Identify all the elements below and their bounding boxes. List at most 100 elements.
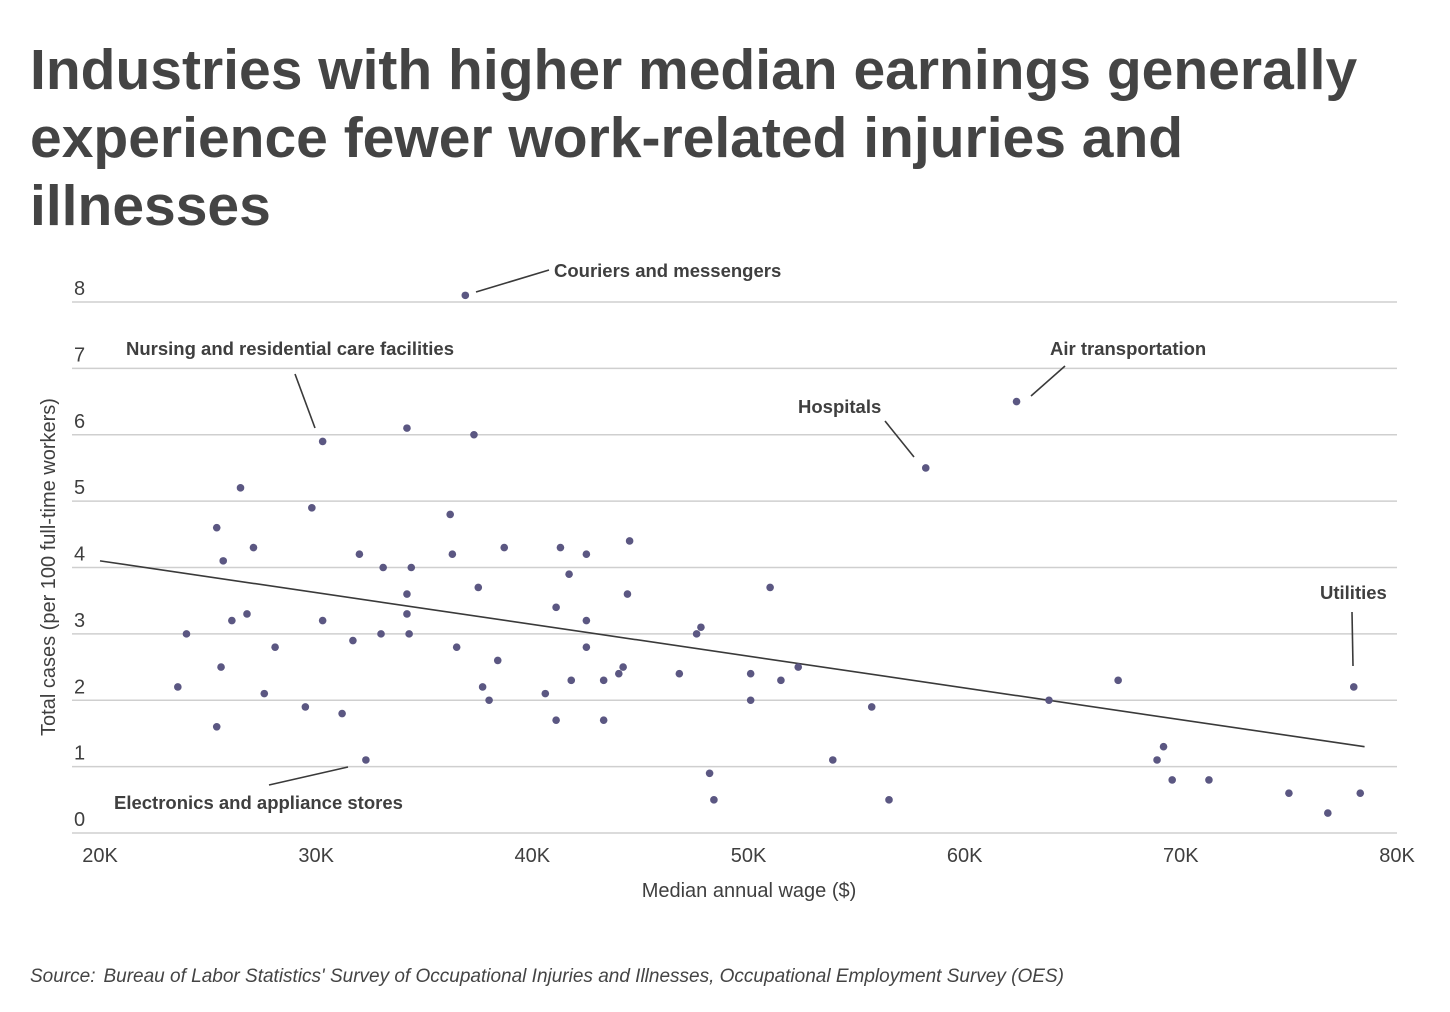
data-point [212, 523, 221, 532]
annotation-leader-line [1351, 611, 1354, 667]
data-point [615, 669, 623, 678]
data-point [746, 696, 755, 705]
data-point [318, 437, 327, 446]
data-point [697, 623, 705, 632]
y-tick-label: 1 [74, 743, 85, 765]
annotation-label: Couriers and messengers [554, 260, 781, 281]
data-point [236, 484, 245, 492]
data-point [746, 669, 755, 678]
data-point [461, 291, 470, 300]
data-point [623, 590, 632, 598]
data-point [260, 689, 269, 698]
source-label: Source: [30, 966, 96, 987]
data-point [1324, 809, 1332, 817]
data-point [552, 603, 560, 612]
data-point [500, 543, 509, 552]
y-tick-label: 2 [74, 676, 85, 698]
y-tick-label: 6 [74, 411, 85, 433]
data-point [1205, 776, 1213, 784]
data-point [556, 543, 565, 552]
title-line-1: Industries with higher median earnings g… [30, 38, 1358, 102]
data-point [355, 550, 364, 559]
data-point [692, 630, 701, 638]
data-point [379, 563, 387, 572]
y-tick-label: 3 [74, 610, 85, 632]
data-point [301, 703, 310, 711]
data-point [567, 676, 576, 685]
data-point [1153, 756, 1161, 764]
y-tick-label: 0 [74, 809, 85, 831]
data-point [552, 716, 560, 724]
data-point [470, 430, 478, 439]
data-point [403, 610, 411, 618]
chart-title: Industries with higher median earnings g… [30, 36, 1430, 240]
data-point [1356, 789, 1365, 797]
annotation-leader-line [1030, 365, 1066, 397]
annotation-label: Hospitals [798, 396, 881, 417]
y-tick-label: 8 [74, 278, 85, 300]
title-line-2: experience fewer work-related injuries a… [30, 106, 1184, 238]
x-tick-label: 80K [1379, 845, 1415, 867]
data-point [405, 630, 413, 638]
data-point [403, 590, 411, 598]
data-point [794, 663, 803, 671]
data-point [446, 510, 454, 519]
annotation-leader-line [884, 420, 915, 458]
data-point [474, 583, 483, 592]
data-point [710, 796, 718, 804]
data-point [182, 630, 191, 638]
data-point [407, 563, 416, 572]
data-point [625, 537, 634, 545]
data-point [565, 570, 573, 578]
data-point [582, 550, 591, 559]
x-axis-label: Median annual wage ($) [642, 880, 857, 902]
x-tick-label: 40K [515, 845, 551, 867]
annotation-label: Air transportation [1050, 338, 1206, 359]
data-point [1114, 676, 1122, 685]
data-point [1168, 776, 1176, 784]
data-point [541, 689, 550, 698]
annotation-leader-line [268, 766, 349, 786]
data-point [403, 424, 411, 432]
data-point [338, 709, 346, 718]
source-note: Source: Bureau of Labor Statistics' Surve… [30, 966, 1064, 988]
annotation-label: Electronics and appliance stores [114, 792, 403, 813]
data-point [349, 636, 357, 645]
data-point [867, 703, 876, 711]
data-point [1012, 397, 1021, 406]
data-point [705, 769, 714, 778]
data-point [829, 756, 837, 764]
data-point [1045, 696, 1053, 705]
y-tick-label: 4 [74, 544, 85, 566]
y-tick-label: 5 [74, 477, 85, 499]
x-tick-label: 70K [1163, 845, 1199, 867]
trend-line [99, 560, 1365, 748]
annotation-leader-line [294, 373, 316, 429]
data-point [212, 723, 221, 731]
y-tick-label: 7 [74, 344, 85, 366]
data-point [1285, 789, 1293, 797]
data-point [452, 643, 461, 651]
annotation-leader-line [475, 269, 550, 293]
x-tick-label: 30K [298, 845, 334, 867]
data-point [675, 669, 684, 678]
data-point [777, 676, 785, 685]
data-point [308, 503, 316, 512]
data-point [219, 557, 228, 565]
data-point [485, 696, 493, 705]
data-point [582, 616, 591, 625]
data-point [243, 610, 251, 618]
data-point [448, 550, 457, 559]
x-tick-label: 20K [82, 845, 118, 867]
data-point [174, 683, 182, 691]
y-axis-label: Total cases (per 100 full-time workers) [38, 398, 60, 736]
data-point [318, 616, 327, 625]
data-point [377, 630, 385, 638]
annotation-label: Utilities [1320, 582, 1387, 603]
data-point [599, 676, 608, 685]
x-tick-label: 60K [947, 845, 983, 867]
data-point [228, 616, 236, 625]
data-point [493, 656, 502, 665]
data-point [217, 663, 225, 671]
